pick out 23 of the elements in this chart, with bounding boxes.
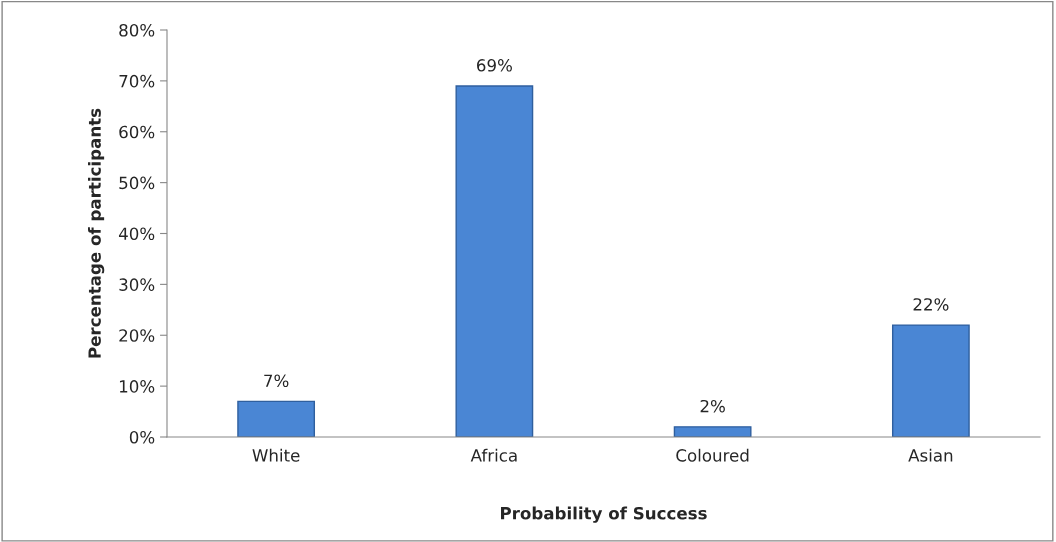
data-label: 22% [913,298,949,311]
y-axis-title: Percentage of participants [88,108,105,358]
y-tick-label: 10% [119,380,155,393]
x-tick-label: Asian [908,448,953,462]
data-label: 7% [264,374,289,388]
bar [891,324,970,437]
y-tick-label: 80% [119,23,155,37]
y-tick-label: 60% [119,125,155,139]
y-tick-label: 30% [119,278,155,291]
y-tick-label: 20% [119,329,155,342]
bar [455,85,534,437]
y-tick-label: 40% [118,227,155,241]
y-tick-label: 0% [129,430,155,444]
data-label: 69% [477,59,512,72]
x-axis-title: Probability of Success [501,506,707,523]
x-tick-label: Coloured [676,448,749,462]
data-label: 2% [700,399,725,413]
bar [237,400,316,437]
x-tick-label: White [252,448,300,462]
x-tick-label: Africa [470,448,517,462]
y-tick-label: 70% [119,74,155,88]
bar [673,426,752,437]
y-tick-label: 50% [119,176,155,190]
